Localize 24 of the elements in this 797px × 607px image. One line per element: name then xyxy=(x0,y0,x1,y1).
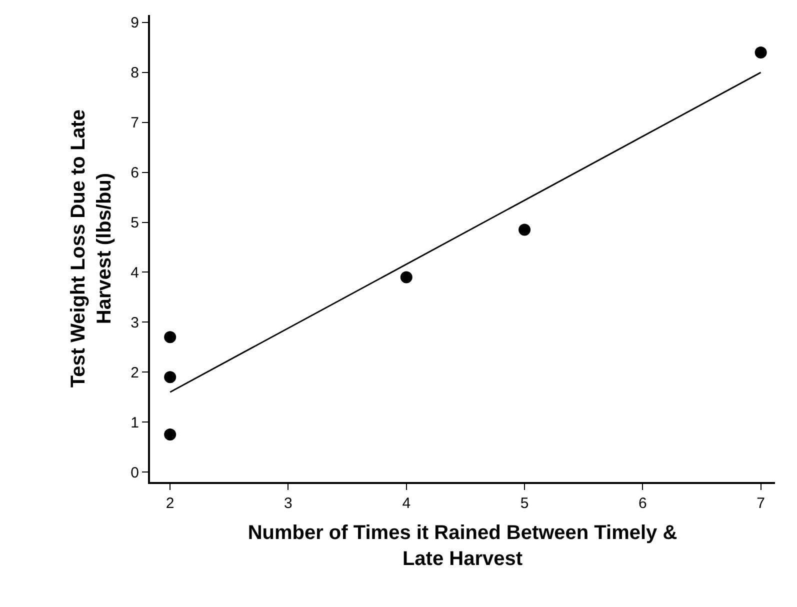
point xyxy=(400,271,412,284)
x-tick-label: 5 xyxy=(520,495,529,512)
x-tick-label: 7 xyxy=(756,495,765,512)
y-tick-label: 9 xyxy=(130,14,139,32)
y-tick-label: 3 xyxy=(130,314,139,332)
point xyxy=(518,224,531,236)
point xyxy=(164,428,176,441)
y-tick-label: 5 xyxy=(130,214,139,232)
y-tick-label: 4 xyxy=(130,264,139,282)
x-tick-label: 6 xyxy=(638,495,647,512)
x-tick-label: 4 xyxy=(402,495,411,512)
y-tick-label: 7 xyxy=(130,114,139,132)
y-tick-label: 1 xyxy=(130,414,139,432)
y-axis-title: Test Weight Loss Due to Late Harvest (lbs/bu) xyxy=(68,109,116,388)
point xyxy=(754,46,767,58)
x-axis-title: Number of Times it Rained Between Timely & Late Harvest xyxy=(248,522,678,570)
x-tick-label: 2 xyxy=(166,495,174,512)
y-tick-label: 8 xyxy=(130,64,139,82)
y-tick-label: 0 xyxy=(130,464,139,482)
y-tick-label: 6 xyxy=(130,164,139,182)
point xyxy=(164,371,176,384)
x-tick-label: 3 xyxy=(284,495,292,512)
point xyxy=(164,331,176,344)
y-tick-label: 2 xyxy=(130,364,139,382)
